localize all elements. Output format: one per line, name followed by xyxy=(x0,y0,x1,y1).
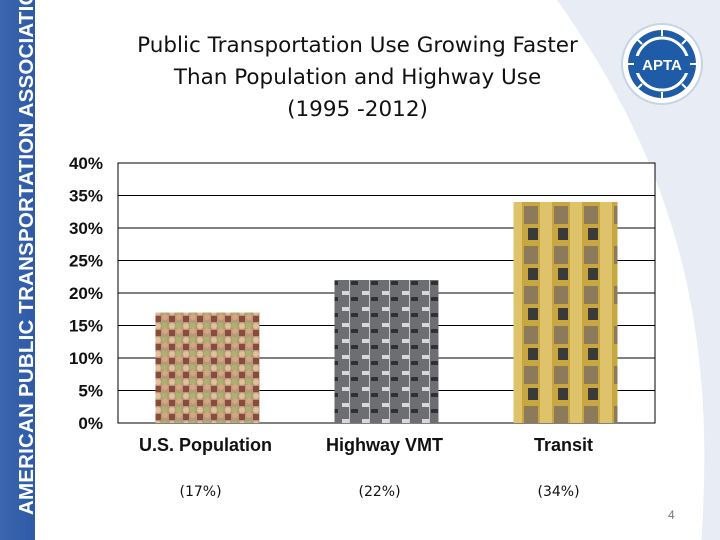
y-tick-label: 10% xyxy=(69,349,103,368)
x-axis-category-labels: U.S. Population Highway VMT Transit xyxy=(139,435,593,455)
chart-title-line-2: Than Population and Highway Use xyxy=(173,65,542,90)
y-tick-label: 0% xyxy=(78,414,103,433)
x-category-label-highway-vmt: Highway VMT xyxy=(326,435,443,455)
bar-us-population xyxy=(155,312,260,423)
value-label-transit: (34%) xyxy=(537,484,580,500)
x-category-label-us-population: U.S. Population xyxy=(139,435,272,455)
chart-title-line-1: Public Transportation Use Growing Faster xyxy=(137,33,578,58)
page-number: 4 xyxy=(668,508,675,522)
bar-transit xyxy=(513,202,618,423)
y-tick-label: 30% xyxy=(69,219,103,238)
value-label-strip xyxy=(120,476,560,508)
decorative-curve xyxy=(553,0,720,540)
chart-title: Public Transportation Use Growing Faster… xyxy=(100,30,615,126)
y-tick-label: 25% xyxy=(69,252,103,271)
y-tick-label: 20% xyxy=(69,284,103,303)
sidebar-band: AMERICAN PUBLIC TRANSPORTATION ASSOCIATI… xyxy=(0,0,38,540)
y-tick-label: 5% xyxy=(78,382,103,401)
chart-title-line-3: (1995 -2012) xyxy=(287,97,428,122)
x-category-label-transit: Transit xyxy=(534,435,593,455)
apta-logo-text: APTA xyxy=(642,57,682,74)
bars xyxy=(155,202,618,423)
y-tick-label: 40% xyxy=(69,154,103,173)
apta-logo: APTA xyxy=(621,23,703,105)
value-label-highway-vmt: (22%) xyxy=(358,484,401,500)
y-tick-label: 35% xyxy=(69,187,103,206)
y-tick-label: 15% xyxy=(69,317,103,336)
y-axis-tick-labels: 0% 5% 10% 15% 20% 25% 30% 35% 40% xyxy=(69,154,103,433)
value-label-us-population: (17%) xyxy=(179,484,222,500)
bar-highway-vmt xyxy=(334,280,439,423)
